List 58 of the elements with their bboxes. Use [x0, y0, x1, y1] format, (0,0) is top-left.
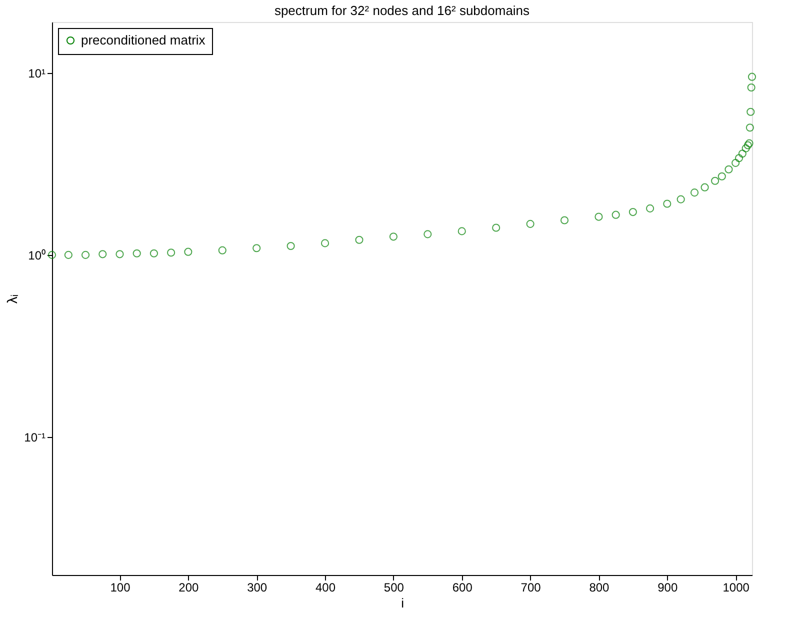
point [628, 208, 637, 216]
point [98, 250, 107, 258]
point [646, 204, 654, 212]
legend-label: preconditioned matrix [81, 32, 206, 48]
point [355, 236, 364, 244]
point [748, 72, 756, 81]
point [690, 188, 699, 197]
y-tick-label: 10⁰ [28, 248, 46, 262]
point [594, 212, 603, 221]
x-tick-label: 500 [384, 580, 404, 594]
point [560, 216, 569, 224]
point [184, 248, 192, 256]
x-tick-label: 1000 [722, 580, 750, 594]
point [458, 227, 466, 236]
point [286, 242, 295, 250]
point [218, 246, 226, 254]
x-tick-label: 600 [452, 580, 473, 594]
x-tick-label: 800 [589, 580, 610, 594]
point [132, 249, 141, 258]
point [167, 248, 176, 257]
x-tick-label: 400 [316, 580, 336, 594]
point [745, 139, 754, 148]
point [724, 165, 733, 174]
chart-title: spectrum for 32² nodes and 16² subdomains [274, 3, 530, 18]
y-tick-label: 10¹ [28, 66, 46, 80]
y-axis-title: λᵢ [4, 294, 20, 304]
x-tick-label: 300 [247, 580, 268, 594]
point [424, 230, 432, 238]
point [732, 158, 740, 167]
point [526, 220, 534, 228]
x-tick-label: 100 [110, 580, 131, 594]
x-axis-title: i [401, 596, 404, 610]
point [718, 172, 726, 180]
point [389, 232, 398, 241]
point [116, 250, 124, 258]
point [738, 150, 746, 158]
point [734, 154, 744, 162]
point [252, 244, 261, 252]
point [81, 250, 90, 259]
point [747, 83, 756, 92]
point [676, 195, 685, 204]
point [700, 183, 709, 192]
point [746, 108, 755, 116]
point [746, 124, 754, 132]
point [320, 239, 330, 248]
point [64, 250, 72, 259]
point [744, 141, 752, 150]
point [150, 249, 158, 258]
point [663, 200, 672, 208]
x-tick-label: 700 [520, 580, 542, 594]
point [711, 176, 720, 185]
x-tick-label: 200 [178, 580, 199, 594]
point [492, 224, 500, 232]
y-tick-label: 10⁻¹ [24, 430, 46, 445]
point [612, 210, 620, 219]
x-tick-label: 900 [658, 580, 678, 594]
point [742, 144, 750, 152]
point [48, 250, 56, 259]
